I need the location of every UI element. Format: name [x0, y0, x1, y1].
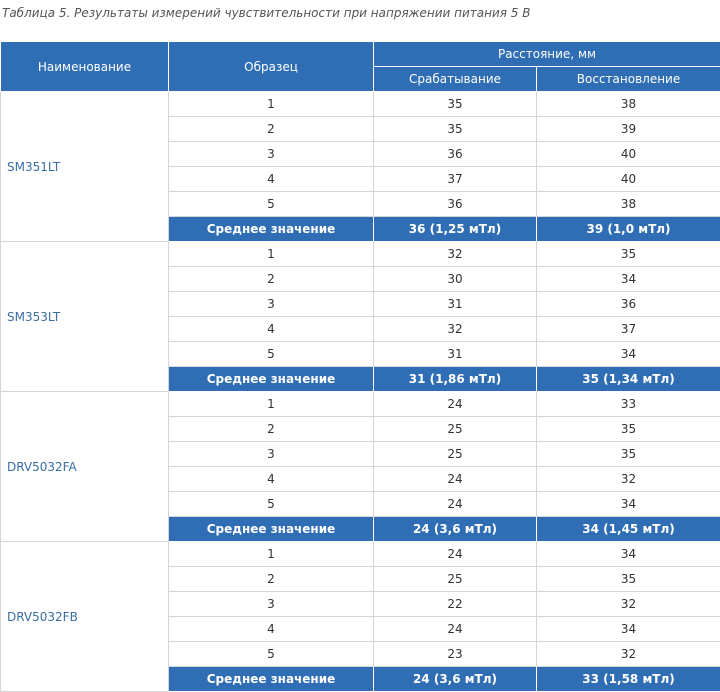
table-cell: 25 [374, 417, 537, 442]
table-cell: 37 [537, 317, 720, 342]
table-cell: 24 [374, 467, 537, 492]
table-cell: 35 [537, 417, 720, 442]
average-cell: Среднее значение [169, 517, 374, 542]
table-cell: 35 [537, 242, 720, 267]
average-cell: Среднее значение [169, 667, 374, 692]
table-cell: 5 [169, 642, 374, 667]
table-cell: 5 [169, 192, 374, 217]
table-cell: 3 [169, 592, 374, 617]
table-cell: 3 [169, 442, 374, 467]
table-cell: 39 [537, 117, 720, 142]
table-cell: 33 [537, 392, 720, 417]
average-cell: Среднее значение [169, 217, 374, 242]
header-cell: Восстановление [537, 67, 720, 92]
table-cell: 22 [374, 592, 537, 617]
table-cell: 36 [374, 192, 537, 217]
sensor-name: SM353LT [1, 242, 169, 392]
table-cell: 34 [537, 267, 720, 292]
table-cell: 36 [537, 292, 720, 317]
header-cell: Срабатывание [374, 67, 537, 92]
table-cell: 2 [169, 417, 374, 442]
table-caption: Таблица 5. Результаты измерений чувствит… [2, 3, 530, 23]
table-cell: 4 [169, 167, 374, 192]
table-cell: 40 [537, 167, 720, 192]
table-cell: 5 [169, 492, 374, 517]
table-cell: 24 [374, 492, 537, 517]
table-cell: 35 [374, 92, 537, 117]
table-cell: 25 [374, 442, 537, 467]
sensor-name: SM351LT [1, 92, 169, 242]
table-cell: 35 [374, 117, 537, 142]
table-cell: 31 [374, 292, 537, 317]
table-cell: 25 [374, 567, 537, 592]
table-cell: 35 [537, 442, 720, 467]
header-cell: Расстояние, мм [374, 42, 720, 67]
table-cell: 1 [169, 92, 374, 117]
average-cell: 39 (1,0 мТл) [537, 217, 720, 242]
table-cell: 2 [169, 567, 374, 592]
table-cell: 24 [374, 542, 537, 567]
table-cell: 34 [537, 342, 720, 367]
header-cell: Наименование [1, 42, 169, 92]
average-cell: 36 (1,25 мТл) [374, 217, 537, 242]
table-cell: 1 [169, 392, 374, 417]
table-cell: 3 [169, 292, 374, 317]
header-cell: Образец [169, 42, 374, 92]
table-cell: 1 [169, 242, 374, 267]
table-cell: 2 [169, 267, 374, 292]
table-cell: 38 [537, 92, 720, 117]
results-table: Наименование Образец Расстояние, мм Сраб… [0, 41, 720, 692]
table-cell: 2 [169, 117, 374, 142]
table-cell: 31 [374, 342, 537, 367]
average-cell: 35 (1,34 мТл) [537, 367, 720, 392]
table-cell: 34 [537, 617, 720, 642]
table-cell: 34 [537, 492, 720, 517]
table-cell: 30 [374, 267, 537, 292]
table-cell: 32 [537, 467, 720, 492]
table-cell: 37 [374, 167, 537, 192]
table-cell: 32 [374, 242, 537, 267]
sensor-name: DRV5032FA [1, 392, 169, 542]
table-cell: 40 [537, 142, 720, 167]
table-cell: 32 [537, 592, 720, 617]
table-cell: 4 [169, 317, 374, 342]
average-cell: 24 (3,6 мТл) [374, 517, 537, 542]
average-cell: 31 (1,86 мТл) [374, 367, 537, 392]
average-cell: Среднее значение [169, 367, 374, 392]
table-cell: 34 [537, 542, 720, 567]
table-cell: 5 [169, 342, 374, 367]
average-cell: 33 (1,58 мТл) [537, 667, 720, 692]
table-cell: 3 [169, 142, 374, 167]
table-cell: 1 [169, 542, 374, 567]
table-cell: 38 [537, 192, 720, 217]
table-cell: 36 [374, 142, 537, 167]
sensor-name: DRV5032FB [1, 542, 169, 692]
table-cell: 24 [374, 617, 537, 642]
table-cell: 32 [537, 642, 720, 667]
table-cell: 35 [537, 567, 720, 592]
average-cell: 34 (1,45 мТл) [537, 517, 720, 542]
table-cell: 24 [374, 392, 537, 417]
table-cell: 4 [169, 467, 374, 492]
table-cell: 32 [374, 317, 537, 342]
average-cell: 24 (3,6 мТл) [374, 667, 537, 692]
table-cell: 23 [374, 642, 537, 667]
table-cell: 4 [169, 617, 374, 642]
